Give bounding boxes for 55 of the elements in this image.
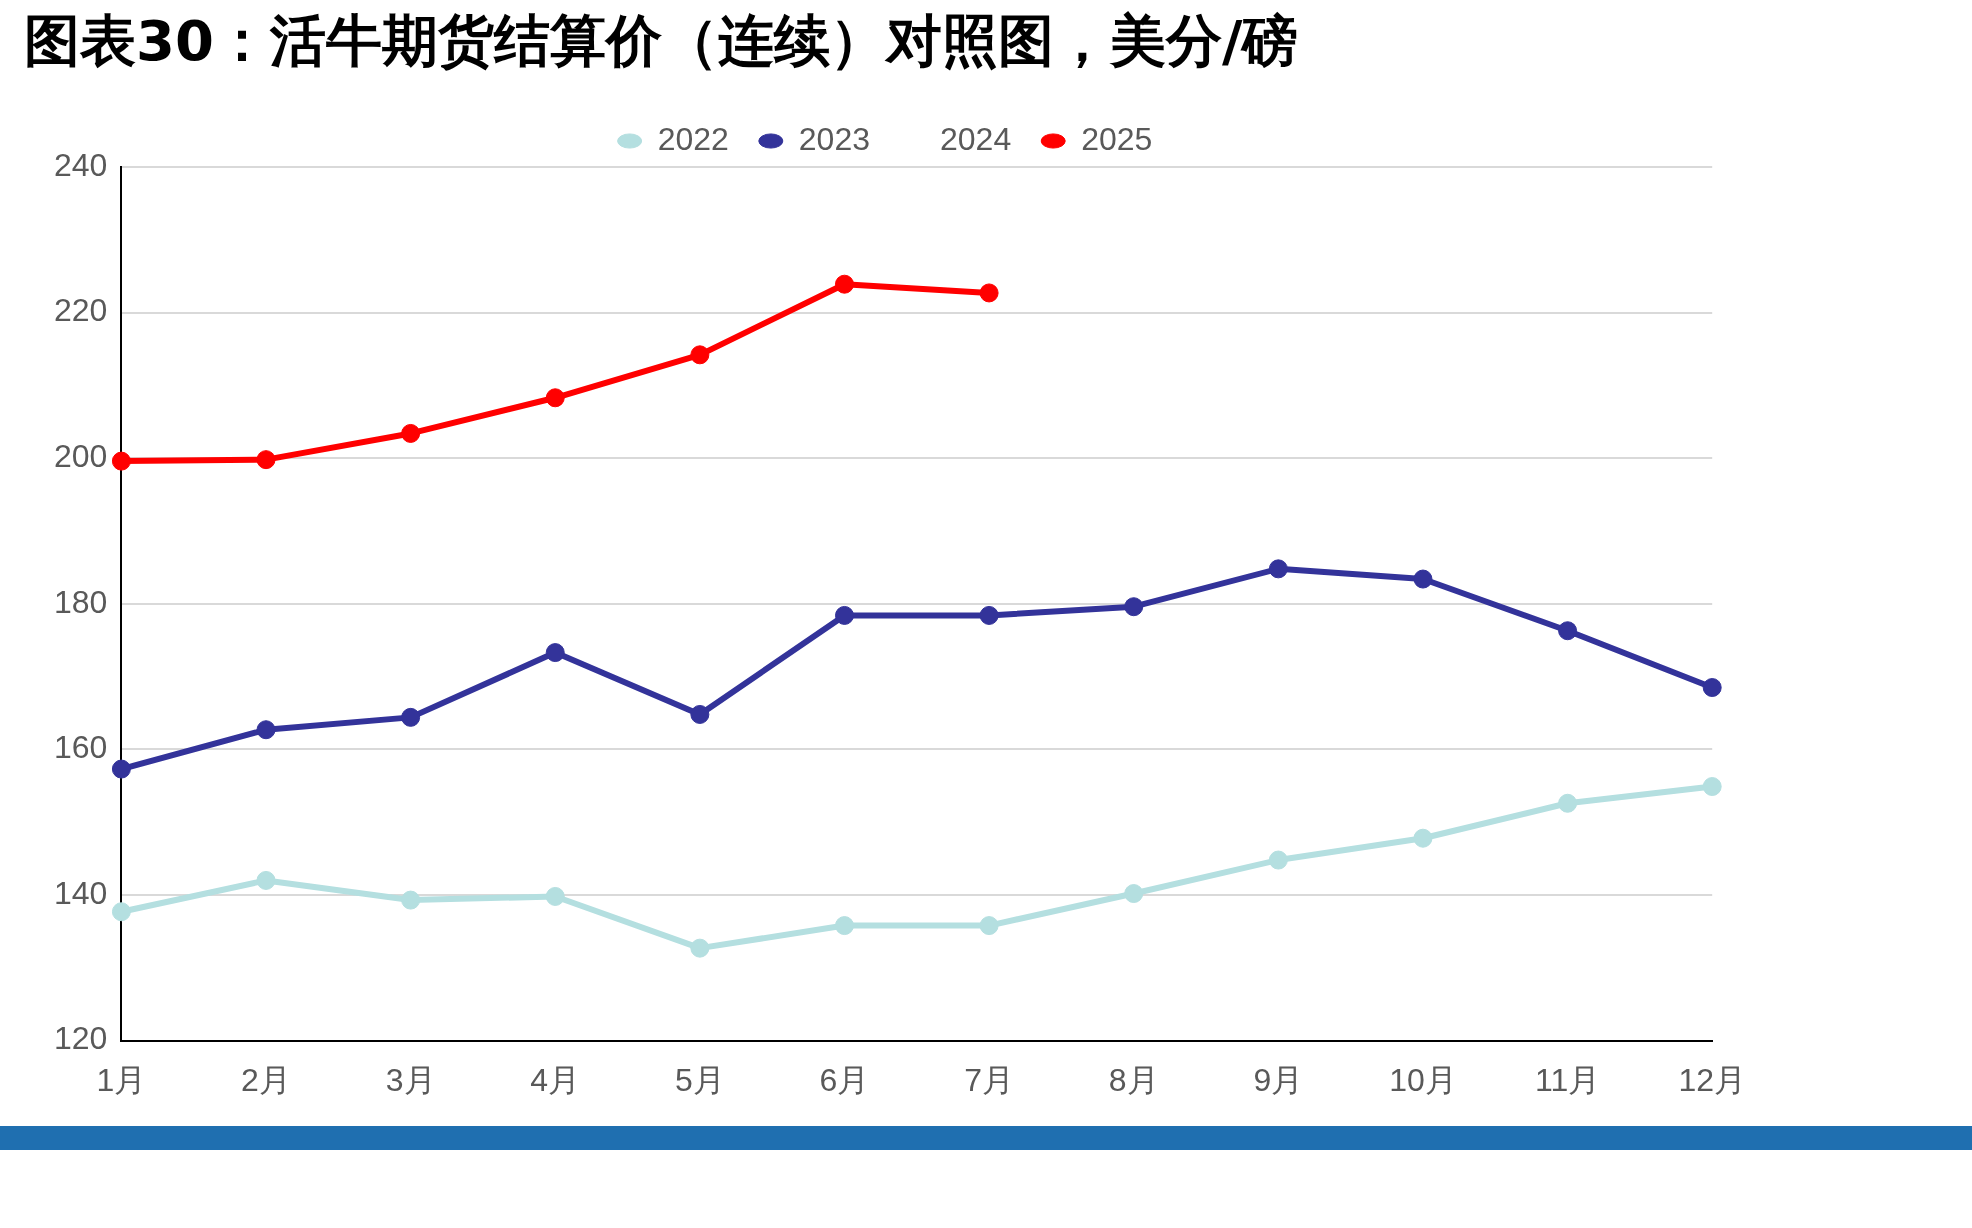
point (690, 704, 710, 724)
x-tick-label: 5月 (674, 1061, 725, 1098)
point (1558, 793, 1578, 813)
point (1702, 777, 1722, 797)
point (1702, 678, 1722, 698)
y-tick-label: 220 (54, 292, 108, 329)
point (256, 720, 276, 740)
point (979, 283, 999, 303)
x-tick-label: 11月 (1534, 1061, 1601, 1098)
x-tick-label: 8月 (1108, 1061, 1159, 1098)
point (545, 886, 565, 906)
point (834, 916, 854, 936)
point (256, 450, 276, 470)
x-tick-label: 7月 (964, 1061, 1014, 1098)
point (401, 890, 421, 910)
x-tick-label: 4月 (530, 1061, 581, 1098)
y-tick-label: 240 (54, 146, 108, 183)
point (1268, 850, 1288, 870)
point (1124, 597, 1144, 617)
point (1558, 621, 1578, 641)
legend-label: 2025 (1081, 120, 1153, 157)
y-tick-label: 200 (54, 438, 108, 475)
point (111, 451, 131, 471)
point (834, 605, 854, 625)
point (979, 916, 999, 936)
point (401, 707, 421, 727)
x-tick-label: 2月 (241, 1061, 291, 1098)
y-tick-label: 180 (54, 583, 108, 620)
point (111, 759, 131, 779)
x-tick-label: 1月 (96, 1061, 147, 1098)
x-tick-label: 10月 (1389, 1061, 1457, 1098)
point (834, 274, 854, 294)
point (1413, 828, 1433, 848)
point (401, 423, 421, 443)
point (545, 643, 565, 663)
point (1124, 884, 1144, 904)
point (690, 938, 710, 958)
point (1268, 559, 1288, 579)
point (979, 605, 999, 625)
point (690, 345, 710, 365)
point (1413, 569, 1433, 589)
x-tick-label: 9月 (1253, 1061, 1304, 1098)
chart-title: 图表30：活牛期货结算价（连续）对照图，美分/磅 (24, 7, 1299, 75)
point (545, 388, 565, 408)
y-tick-label: 120 (54, 1020, 108, 1057)
y-tick-label: 160 (54, 729, 108, 766)
x-tick-label: 3月 (385, 1061, 436, 1098)
x-tick-label: 6月 (819, 1061, 870, 1098)
point (111, 902, 131, 922)
x-tick-label: 12月 (1678, 1061, 1746, 1098)
y-tick-label: 140 (54, 874, 108, 911)
text: 2024 (940, 120, 1012, 157)
point (256, 870, 276, 890)
legend-label: 2023 (798, 120, 870, 157)
legend-label: 2022 (657, 120, 729, 157)
